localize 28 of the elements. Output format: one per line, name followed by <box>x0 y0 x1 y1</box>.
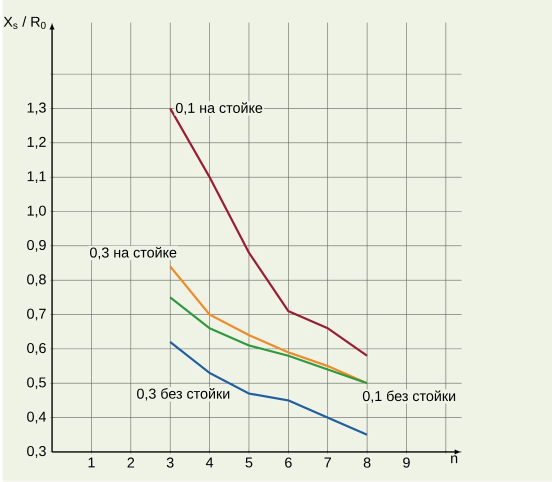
line-series <box>169 266 368 385</box>
y-tick-label: 0,6 <box>27 343 46 355</box>
y-tick-label: 1,0 <box>28 206 46 218</box>
series-label: 0,1 на стойке <box>176 102 262 115</box>
y-tick-label: 0,5 <box>27 378 46 390</box>
line-series <box>169 296 368 385</box>
x-tick-label: 5 <box>246 458 252 468</box>
y-tick-label: 1,1 <box>28 172 46 184</box>
x-tick-label: 1 <box>88 458 95 468</box>
x-tick-label: 9 <box>403 458 410 468</box>
y-tick-label: 0,7 <box>27 308 46 321</box>
series-label: 0,1 без стойки <box>362 390 456 404</box>
series-label: 0,3 на стойке <box>90 247 176 260</box>
y-tick-label: 0,9 <box>27 240 46 252</box>
y-tick-label: 1,3 <box>28 102 46 115</box>
x-tick-label: 4 <box>206 458 214 468</box>
y-tick-label: 1,2 <box>28 137 46 149</box>
y-tick-label: 0,3 <box>27 446 46 458</box>
x-tick-label: 2 <box>128 458 134 468</box>
y-axis-title: X$_{s}$ / R$_{0}$ <box>4 16 46 30</box>
x-axis-title: n <box>451 456 458 464</box>
x-tick-label: 6 <box>285 458 292 468</box>
x-tick-label: 8 <box>364 458 370 468</box>
y-tick-label: 0,4 <box>27 412 46 424</box>
x-tick-label: 3 <box>166 458 174 468</box>
series-label: 0,3 без стойки <box>137 388 230 401</box>
x-tick-label: 7 <box>324 458 331 468</box>
y-tick-label: 0,8 <box>27 274 46 286</box>
